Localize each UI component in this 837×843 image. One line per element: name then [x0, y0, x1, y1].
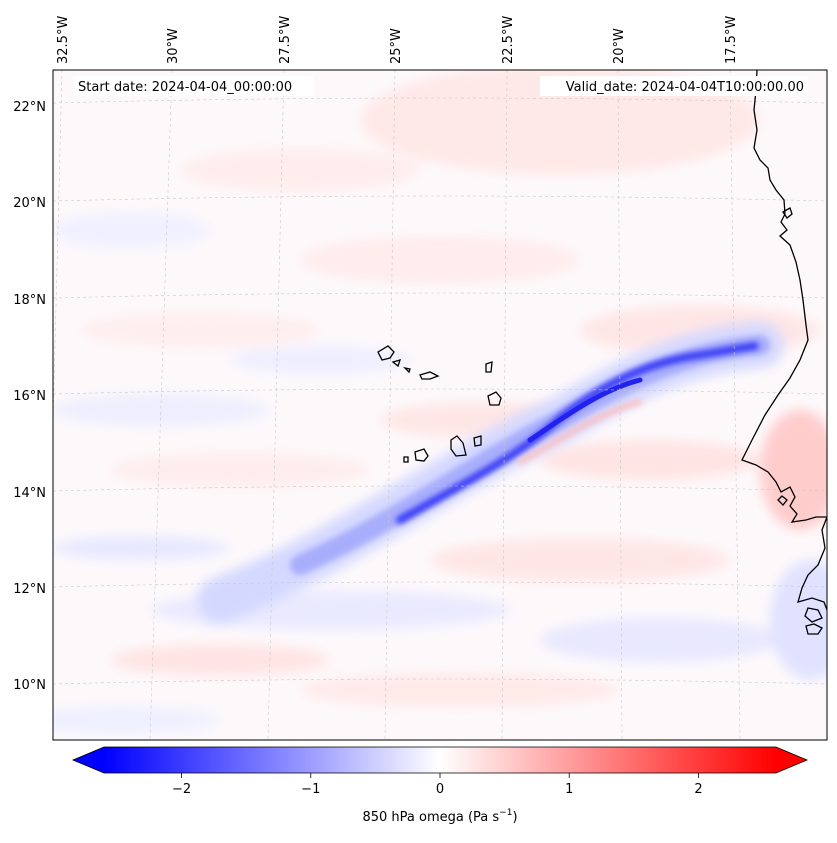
- island-boa-vista: [487, 391, 502, 406]
- lon-label: 32.5°W: [56, 16, 71, 64]
- start-date-label: Start date: 2024-04-04_00:00:00: [78, 80, 292, 95]
- longitude-labels: 32.5°W 30°W 27.5°W 25°W 22.5°W 20°W 17.5…: [56, 16, 739, 64]
- gridlines: [53, 70, 827, 740]
- omega-band-peak: [527, 377, 643, 443]
- omega-positive-edge: [517, 399, 643, 465]
- colorbar: −2 −1 0 1 2 850 hPa omega (Pa s−1): [71, 746, 809, 825]
- island-sal: [485, 361, 493, 373]
- lon-label: 30°W: [166, 28, 181, 64]
- lon-label: 20°W: [612, 28, 627, 64]
- colorbar-ticks: −2 −1 0 1 2: [172, 773, 703, 797]
- lon-label: 22.5°W: [501, 16, 516, 64]
- island-maio: [473, 435, 482, 447]
- colorbar-tick-label: 2: [694, 782, 702, 797]
- coastline: [377, 70, 827, 635]
- lat-label: 12°N: [13, 582, 46, 597]
- latitude-labels: 22°N 20°N 18°N 16°N 14°N 12°N 10°N: [13, 100, 46, 693]
- valid-date-box: [540, 76, 808, 96]
- island-fogo: [414, 448, 429, 462]
- colorbar-label: 850 hPa omega (Pa s−1): [362, 808, 517, 825]
- colorbar-outline: [71, 746, 809, 774]
- colorbar-tick-label: 1: [565, 782, 573, 797]
- map-frame: [52, 69, 828, 741]
- lat-label: 20°N: [13, 196, 46, 211]
- island-santa-luzia: [403, 366, 411, 374]
- island-sao-vicente: [391, 359, 402, 368]
- valid-date-label: Valid_date: 2024-04-04T10:00:00.00: [566, 80, 804, 95]
- omega-band-core: [396, 342, 759, 524]
- lat-label: 18°N: [13, 293, 46, 308]
- colorbar-tick-label: 0: [436, 782, 444, 797]
- island-santo-antao: [377, 345, 395, 361]
- lon-label: 17.5°W: [724, 16, 739, 64]
- lat-label: 22°N: [13, 100, 46, 115]
- colorbar-tick-label: −2: [172, 782, 191, 797]
- colorbar-tick-label: −1: [301, 782, 320, 797]
- island-sao-nicolau: [419, 371, 440, 380]
- island-brava: [403, 456, 409, 463]
- colorbar-extend-min: [73, 747, 104, 773]
- lat-label: 10°N: [13, 678, 46, 693]
- lat-label: 14°N: [13, 486, 46, 501]
- lat-label: 16°N: [13, 389, 46, 404]
- colorbar-gradient: [104, 747, 776, 773]
- lon-label: 27.5°W: [278, 16, 293, 64]
- start-date-box: [74, 76, 314, 96]
- lon-label: 25°W: [389, 28, 404, 64]
- colorbar-extend-max: [776, 747, 807, 773]
- map-panel: [53, 70, 827, 740]
- island-santiago: [450, 435, 467, 457]
